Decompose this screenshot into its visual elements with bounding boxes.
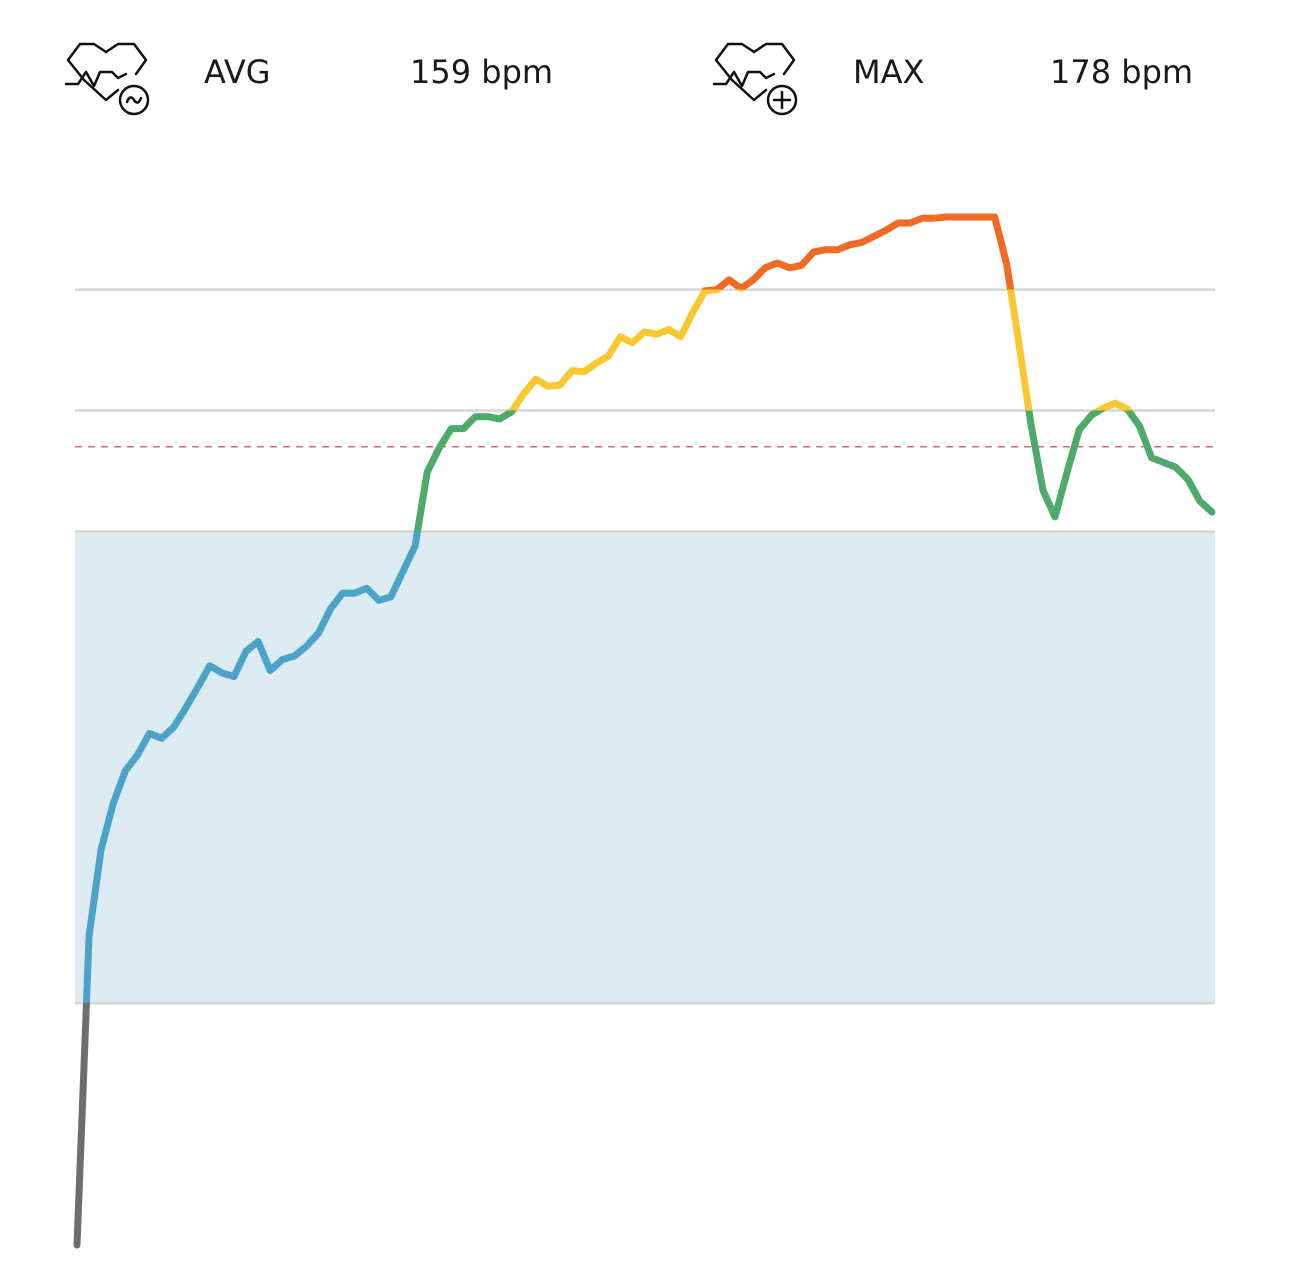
stat-value: 178 bpm <box>1050 53 1193 91</box>
zone-band <box>75 531 1215 1004</box>
max-icon <box>712 42 798 116</box>
stat-label: MAX <box>853 53 924 91</box>
heart-rate-line <box>73 213 1216 1249</box>
stat-value: 159 bpm <box>410 53 553 91</box>
avg-icon <box>64 42 150 116</box>
stat-label: AVG <box>204 53 271 91</box>
